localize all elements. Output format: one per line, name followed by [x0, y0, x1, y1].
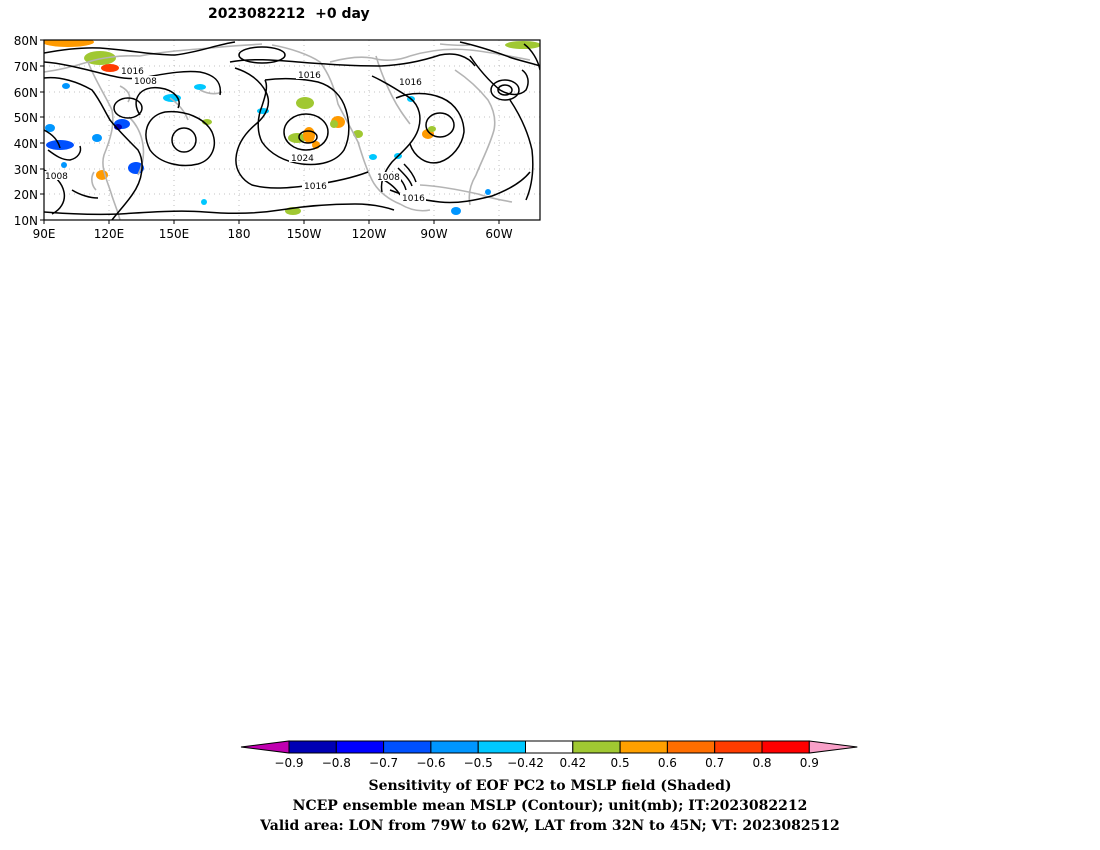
contour-label: 1008	[45, 172, 68, 182]
lon-tick-label: 120W	[352, 227, 387, 241]
shade-patch	[451, 207, 461, 215]
shade-patch	[330, 120, 338, 128]
map-frame	[43, 39, 541, 221]
caption-line-3: Valid area: LON from 79W to 62W, LAT fro…	[260, 818, 840, 834]
colorbar-arrow-left	[240, 740, 290, 754]
shade-patch	[92, 134, 102, 142]
lat-tick-label: 70N	[14, 60, 38, 74]
shade-patch	[505, 41, 540, 49]
sensitivity-shading	[44, 40, 540, 215]
lon-tick-label: 150E	[159, 227, 190, 241]
lon-tick-label: 90W	[420, 227, 447, 241]
colorbar-swatch	[714, 740, 763, 754]
shade-patch	[46, 140, 74, 150]
colorbar: −0.9 −0.8 −0.7 −0.6 −0.5 −0.42 0.42 0.5 0.6 0.7 0.…	[240, 740, 858, 770]
lon-tick-label: 120E	[94, 227, 125, 241]
lat-tick-label: 80N	[14, 34, 38, 48]
colorbar-swatch	[335, 740, 385, 754]
colorbar-tick-label: −0.5	[464, 756, 493, 770]
shade-patch	[45, 124, 55, 132]
shade-patch	[101, 64, 119, 72]
colorbar-tick-label: −0.6	[416, 756, 445, 770]
colorbar-tick-label: −0.9	[274, 756, 303, 770]
contour-label: 1016	[121, 67, 144, 77]
caption: Sensitivity of EOF PC2 to MSLP field (Sh…	[0, 776, 1100, 836]
colorbar-swatch	[525, 740, 574, 754]
map-title: 2023082212 +0 day	[208, 6, 370, 22]
colorbar-swatch	[383, 740, 432, 754]
colorbar-swatch	[619, 740, 668, 754]
lat-tick-label: 20N	[14, 188, 38, 202]
lon-tick-label: 180	[228, 227, 251, 241]
contour-label: 1016	[399, 78, 422, 88]
shade-patch	[61, 162, 67, 168]
lat-tick-label: 40N	[14, 137, 38, 151]
colorbar-tick-label: −0.42	[507, 756, 544, 770]
shade-patch	[369, 154, 377, 160]
mslp-contours	[44, 41, 540, 220]
lon-tick-label: 150W	[287, 227, 322, 241]
lat-tick-label: 50N	[14, 111, 38, 125]
shade-patch	[201, 199, 207, 205]
contour-label: 1016	[304, 182, 327, 192]
map-panel: 1016 1008 1016 1016 1024 1016 1008 1016 …	[14, 34, 541, 241]
colorbar-tick-label: −0.7	[369, 756, 398, 770]
colorbar-swatch	[666, 740, 716, 754]
shade-patch	[296, 97, 314, 109]
colorbar-tick-label: 0.9	[800, 756, 819, 770]
coastlines	[44, 43, 531, 220]
colorbar-arrow-right	[808, 740, 858, 754]
colorbar-swatch	[477, 740, 526, 754]
colorbar-swatch	[430, 740, 479, 754]
colorbar-tick-label: 0.5	[611, 756, 630, 770]
shade-patch	[114, 124, 122, 130]
shade-patch	[428, 126, 436, 132]
contour-label: 1024	[291, 154, 314, 164]
caption-line-1: Sensitivity of EOF PC2 to MSLP field (Sh…	[368, 778, 732, 794]
colorbar-swatch	[761, 740, 810, 754]
shade-patch	[44, 40, 94, 47]
lat-tick-label: 10N	[14, 214, 38, 228]
colorbar-tick-label: 0.8	[752, 756, 771, 770]
lat-tick-label: 60N	[14, 86, 38, 100]
colorbar-tick-label: 0.6	[658, 756, 677, 770]
contour-label: 1008	[134, 77, 157, 87]
contour-label-group: 1016 1008 1016 1016 1024 1016 1008 1016 …	[44, 66, 426, 204]
lat-axis	[40, 39, 44, 221]
colorbar-tick-label: 0.42	[559, 756, 586, 770]
contour-label: 1016	[298, 71, 321, 81]
colorbar-swatch	[288, 740, 337, 754]
shade-patch	[485, 189, 491, 195]
shade-patch	[62, 83, 70, 89]
contour-label: 1016	[402, 194, 425, 204]
caption-line-2: NCEP ensemble mean MSLP (Contour); unit(…	[292, 798, 808, 814]
colorbar-swatch	[572, 740, 621, 754]
contour-label: 1008	[377, 173, 400, 183]
shade-patch	[303, 127, 315, 143]
lon-axis	[43, 220, 500, 224]
shade-patch	[194, 84, 206, 90]
lat-tick-label: 30N	[14, 163, 38, 177]
colorbar-tick-label: 0.7	[705, 756, 724, 770]
colorbar-tick-label: −0.8	[322, 756, 351, 770]
lon-tick-label: 90E	[33, 227, 56, 241]
lon-tick-label: 60W	[485, 227, 512, 241]
